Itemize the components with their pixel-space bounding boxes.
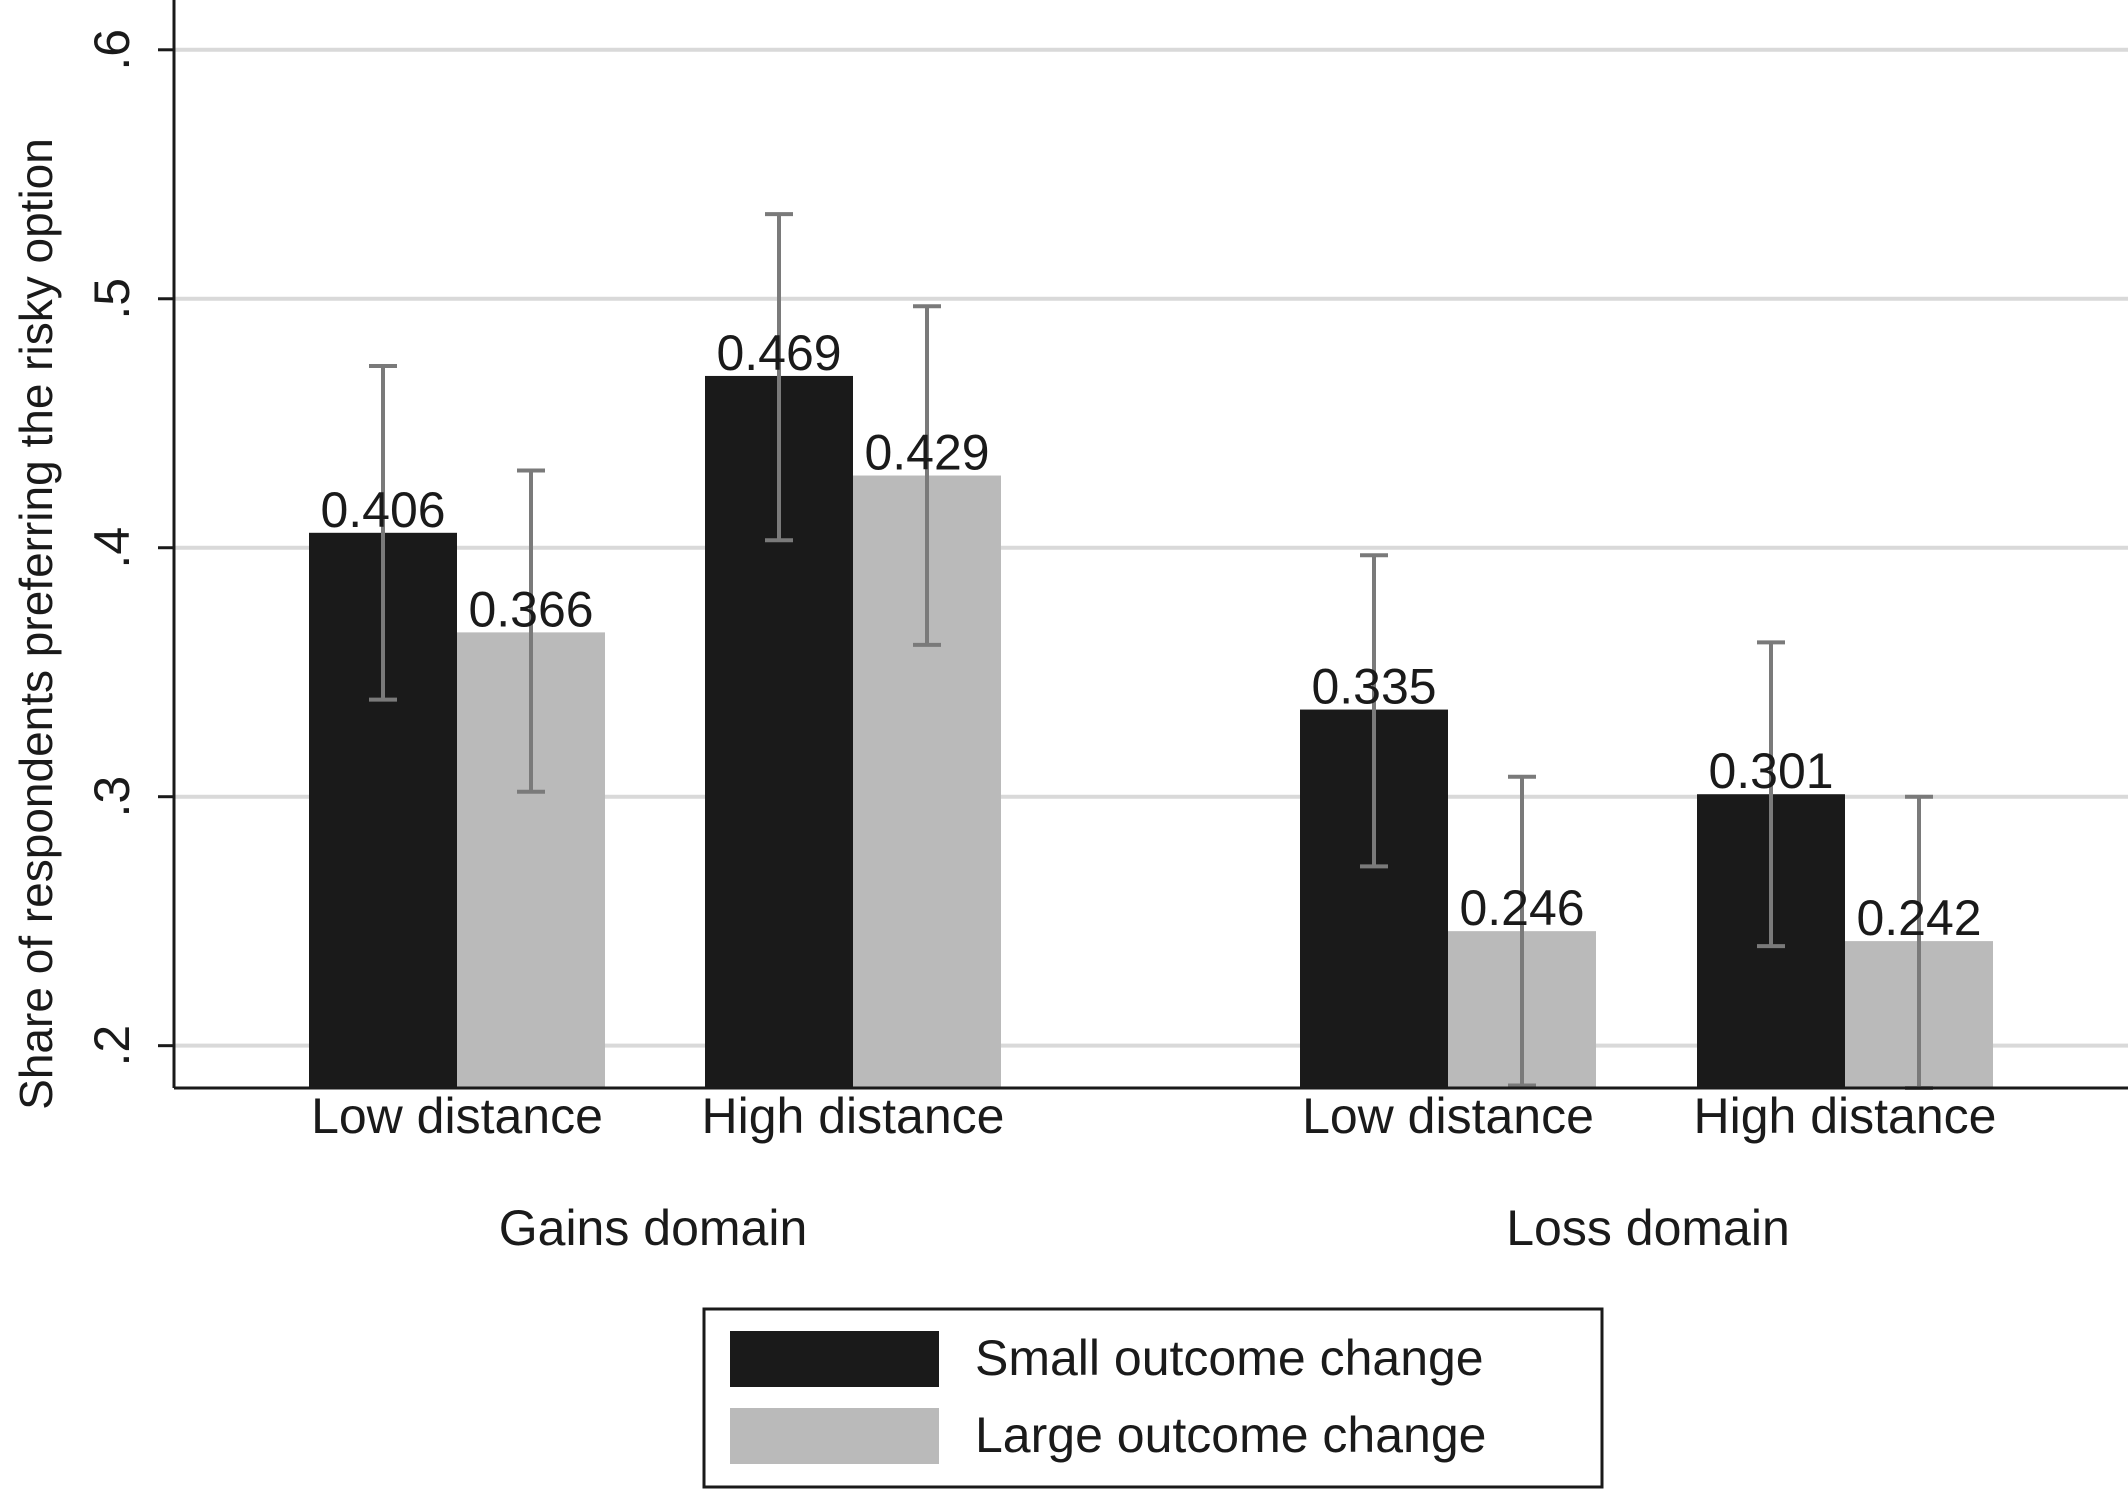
legend-label: Large outcome change — [975, 1407, 1486, 1463]
bars — [309, 375, 1993, 1088]
axes — [158, 0, 2128, 1090]
error-bars — [369, 212, 1933, 1090]
group-label: Gains domain — [499, 1200, 808, 1256]
group-label: Loss domain — [1506, 1200, 1790, 1256]
y-tick-label: .5 — [84, 278, 140, 320]
data-label: 0.242 — [1856, 890, 1981, 946]
data-label: 0.335 — [1311, 659, 1436, 715]
data-label: 0.366 — [468, 581, 593, 637]
legend-label: Small outcome change — [975, 1330, 1484, 1386]
x-category-label: High distance — [1694, 1088, 1997, 1144]
data-label: 0.301 — [1708, 743, 1833, 799]
legend: Small outcome change Large outcome change — [702, 1307, 1604, 1489]
y-tick-label: .4 — [84, 527, 140, 569]
data-label: 0.429 — [864, 425, 989, 481]
x-category-label: Low distance — [311, 1088, 603, 1144]
y-tick-label: .6 — [84, 29, 140, 71]
chart-text: .2 .3 .4 .5 .6 Share of respondents preferrin… — [10, 29, 1996, 1256]
y-axis-title: Share of respondents preferring the risk… — [10, 138, 62, 1110]
legend-swatch — [730, 1331, 939, 1387]
x-category-label: Low distance — [1302, 1088, 1594, 1144]
data-label: 0.406 — [320, 482, 445, 538]
x-category-label: High distance — [702, 1088, 1005, 1144]
data-label: 0.246 — [1459, 880, 1584, 936]
legend-swatch — [730, 1408, 939, 1464]
y-tick-label: .2 — [84, 1025, 140, 1067]
data-label: 0.469 — [716, 325, 841, 381]
y-tick-label: .3 — [84, 776, 140, 818]
